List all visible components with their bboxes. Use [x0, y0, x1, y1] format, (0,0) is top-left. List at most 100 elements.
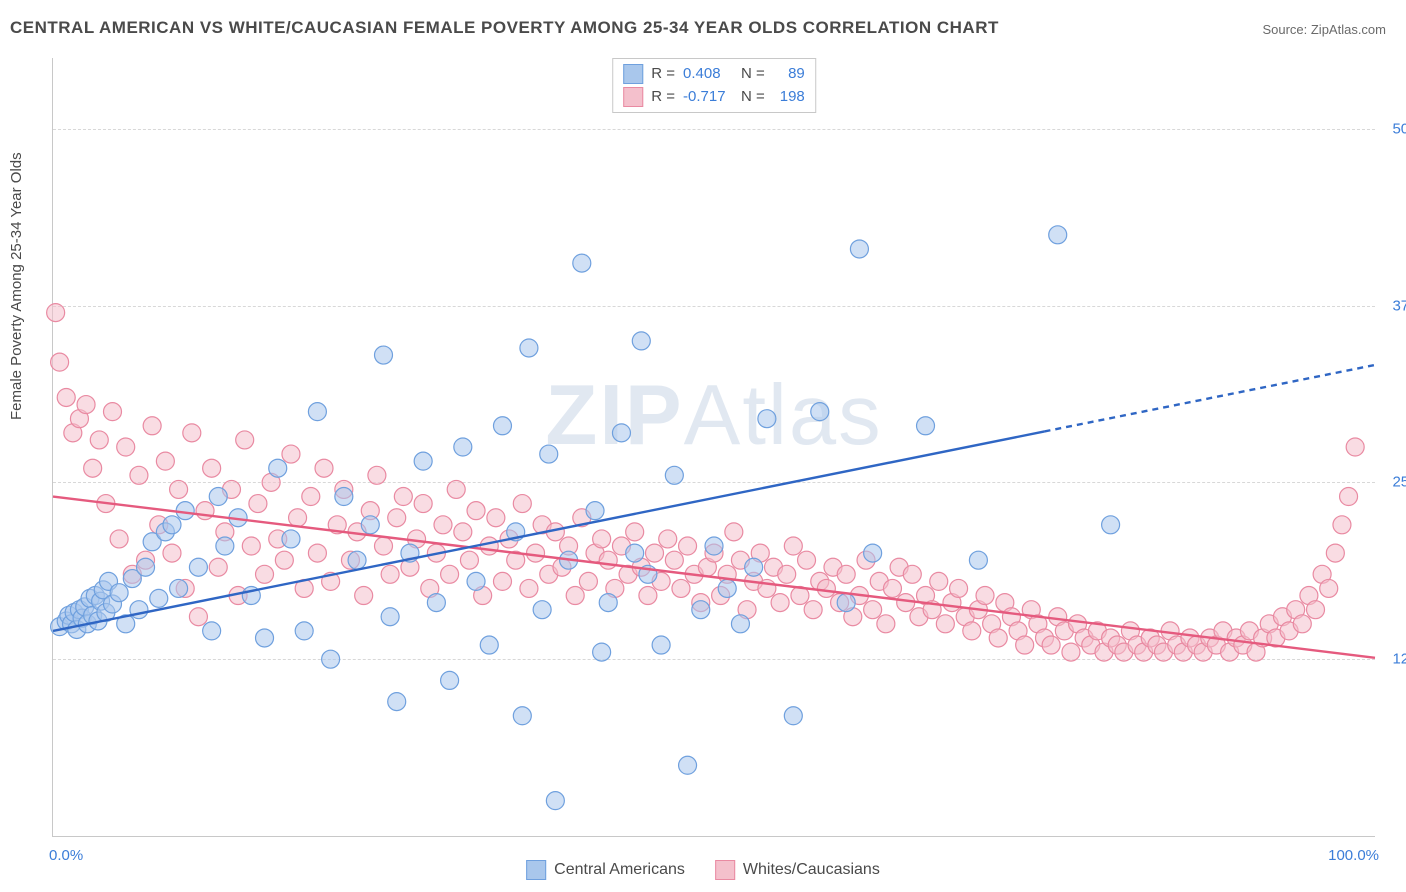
data-point: [493, 572, 511, 590]
data-point: [632, 332, 650, 350]
data-point: [176, 502, 194, 520]
data-point: [798, 551, 816, 569]
data-point: [850, 240, 868, 258]
chart-title: CENTRAL AMERICAN VS WHITE/CAUCASIAN FEMA…: [10, 18, 999, 38]
regression-line: [53, 497, 1375, 658]
y-tick-label: 37.5%: [1380, 297, 1406, 314]
data-point: [646, 544, 664, 562]
data-point: [47, 304, 65, 322]
legend-swatch-2: [715, 860, 735, 880]
legend-label-1: Central Americans: [554, 861, 685, 879]
data-point: [388, 509, 406, 527]
data-point: [1320, 579, 1338, 597]
data-point: [513, 495, 531, 513]
data-point: [441, 671, 459, 689]
data-point: [150, 589, 168, 607]
data-point: [189, 608, 207, 626]
data-point: [1326, 544, 1344, 562]
data-point: [90, 431, 108, 449]
data-point: [1307, 601, 1325, 619]
data-point: [903, 565, 921, 583]
data-point: [784, 707, 802, 725]
data-point: [883, 579, 901, 597]
data-point: [355, 587, 373, 605]
data-point: [1042, 636, 1060, 654]
data-point: [599, 594, 617, 612]
data-point: [1062, 643, 1080, 661]
data-point: [242, 537, 260, 555]
data-point: [969, 551, 987, 569]
data-point: [877, 615, 895, 633]
data-point: [447, 480, 465, 498]
data-point: [388, 693, 406, 711]
data-point: [579, 572, 597, 590]
data-point: [936, 615, 954, 633]
data-point: [487, 509, 505, 527]
n-label: N =: [741, 86, 765, 109]
series-legend: Central Americans Whites/Caucasians: [526, 860, 880, 880]
data-point: [626, 523, 644, 541]
data-point: [117, 438, 135, 456]
n-value-2: 198: [773, 86, 805, 109]
r-label: R =: [651, 63, 675, 86]
data-point: [864, 601, 882, 619]
data-point: [1346, 438, 1364, 456]
data-point: [57, 388, 75, 406]
swatch-series-2: [623, 87, 643, 107]
data-point: [51, 353, 69, 371]
data-point: [282, 445, 300, 463]
data-point: [467, 502, 485, 520]
data-point: [679, 537, 697, 555]
data-point: [110, 584, 128, 602]
data-point: [837, 594, 855, 612]
data-point: [679, 756, 697, 774]
data-point: [414, 452, 432, 470]
data-point: [454, 438, 472, 456]
data-point: [493, 417, 511, 435]
data-point: [659, 530, 677, 548]
data-point: [249, 495, 267, 513]
data-point: [163, 544, 181, 562]
data-point: [203, 459, 221, 477]
data-point: [817, 579, 835, 597]
data-point: [705, 537, 723, 555]
data-point: [745, 558, 763, 576]
data-point: [460, 551, 478, 569]
data-point: [375, 537, 393, 555]
data-point: [573, 254, 591, 272]
data-point: [692, 601, 710, 619]
data-point: [725, 523, 743, 541]
data-point: [256, 565, 274, 583]
x-tick-min: 0.0%: [49, 847, 83, 864]
data-point: [784, 537, 802, 555]
data-point: [963, 622, 981, 640]
data-point: [513, 707, 531, 725]
source-prefix: Source:: [1262, 22, 1310, 37]
data-point: [593, 530, 611, 548]
r-value-1: 0.408: [683, 63, 733, 86]
scatter-svg: [53, 58, 1375, 836]
data-point: [189, 558, 207, 576]
data-point: [639, 587, 657, 605]
data-point: [156, 452, 174, 470]
data-point: [236, 431, 254, 449]
data-point: [626, 544, 644, 562]
data-point: [209, 488, 227, 506]
data-point: [130, 466, 148, 484]
data-point: [1340, 488, 1358, 506]
data-point: [930, 572, 948, 590]
swatch-series-1: [623, 64, 643, 84]
data-point: [348, 551, 366, 569]
data-point: [77, 396, 95, 414]
data-point: [375, 346, 393, 364]
data-point: [804, 601, 822, 619]
data-point: [1333, 516, 1351, 534]
data-point: [84, 459, 102, 477]
y-tick-label: 25.0%: [1380, 474, 1406, 491]
data-point: [361, 516, 379, 534]
data-point: [1049, 226, 1067, 244]
data-point: [103, 403, 121, 421]
data-point: [758, 410, 776, 428]
data-point: [778, 565, 796, 583]
y-axis-label: Female Poverty Among 25-34 Year Olds: [8, 152, 25, 420]
